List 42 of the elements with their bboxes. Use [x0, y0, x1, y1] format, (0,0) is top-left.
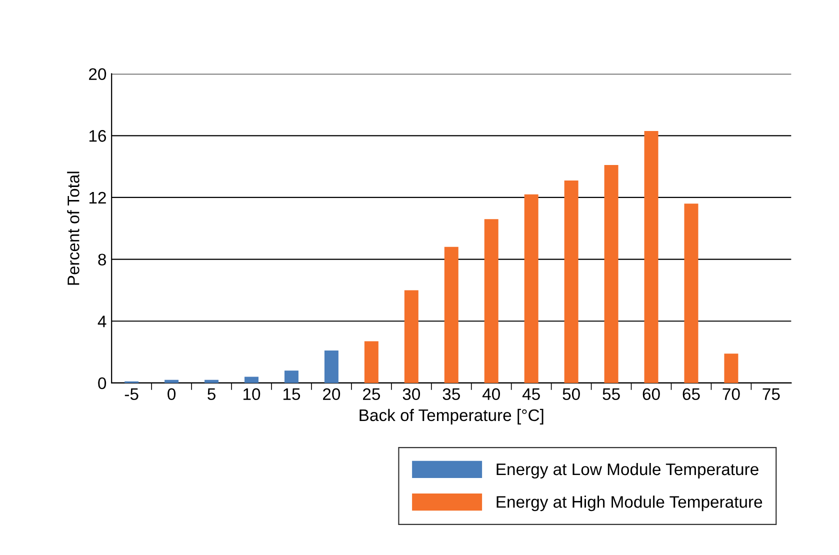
x-tick-label: 45 — [522, 388, 540, 400]
bar — [644, 131, 658, 383]
bar — [324, 350, 338, 383]
x-tick-label: 55 — [602, 388, 620, 400]
x-tick-label: 65 — [682, 388, 700, 400]
bar — [524, 194, 538, 383]
x-axis-title: Back of Temperature [°C] — [360, 408, 544, 424]
y-tick-label: 4 — [98, 316, 106, 328]
x-tick-label: 60 — [642, 388, 660, 400]
bar — [684, 204, 698, 383]
bar — [364, 341, 378, 383]
x-tick-label: 10 — [244, 388, 260, 400]
bar — [444, 246, 458, 383]
x-tick-label: 15 — [283, 388, 300, 400]
y-tick-label: 20 — [89, 68, 106, 80]
bar — [724, 354, 738, 383]
x-tick-label: 20 — [323, 388, 340, 400]
x-tick-label: -5 — [124, 388, 138, 400]
x-tick-label: 30 — [402, 388, 420, 400]
x-tick-label: 0 — [168, 388, 176, 400]
x-tick-label: 75 — [762, 388, 780, 400]
bar — [204, 380, 219, 383]
bar — [564, 180, 578, 383]
bar — [284, 370, 298, 383]
x-tick-label: 35 — [442, 388, 460, 400]
y-tick-label: 8 — [98, 254, 106, 266]
y-tick-label: 16 — [89, 130, 106, 142]
legend-label: Energy at Low Module Temperature — [496, 462, 758, 479]
x-tick-label: 70 — [722, 388, 740, 400]
y-tick-label: 12 — [89, 192, 106, 204]
legend-label: Energy at High Module Temperature — [496, 496, 762, 512]
x-tick-label: 50 — [562, 388, 580, 400]
y-axis-title: Percent of Total — [67, 172, 80, 285]
x-tick-label: 5 — [208, 388, 216, 400]
bar — [404, 290, 418, 383]
y-tick-label: 0 — [98, 377, 106, 390]
x-tick-label: 25 — [363, 388, 380, 400]
bar — [484, 219, 498, 383]
bar — [604, 165, 618, 383]
x-tick-label: 40 — [482, 388, 500, 400]
bar — [164, 380, 179, 383]
bar — [244, 376, 258, 383]
